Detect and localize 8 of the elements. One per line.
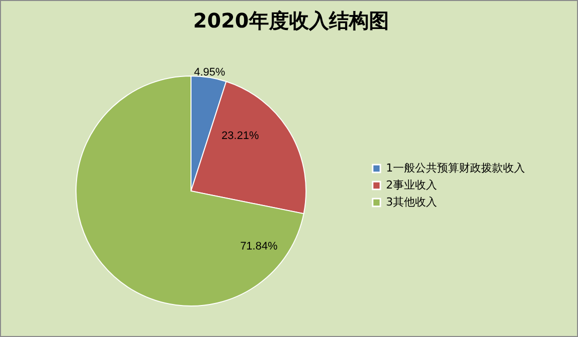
legend-label: 3其他收入 [386, 196, 437, 208]
data-label: 71.84% [240, 240, 278, 253]
legend-label: 1一般公共预算财政拨款收入 [386, 162, 525, 174]
legend-label: 2事业收入 [386, 178, 437, 192]
data-label: 23.21% [222, 130, 260, 142]
data-label: 4.95% [194, 66, 226, 78]
pie-slice [76, 76, 304, 306]
chart-title: 2020年度收入结构图 [193, 8, 389, 32]
